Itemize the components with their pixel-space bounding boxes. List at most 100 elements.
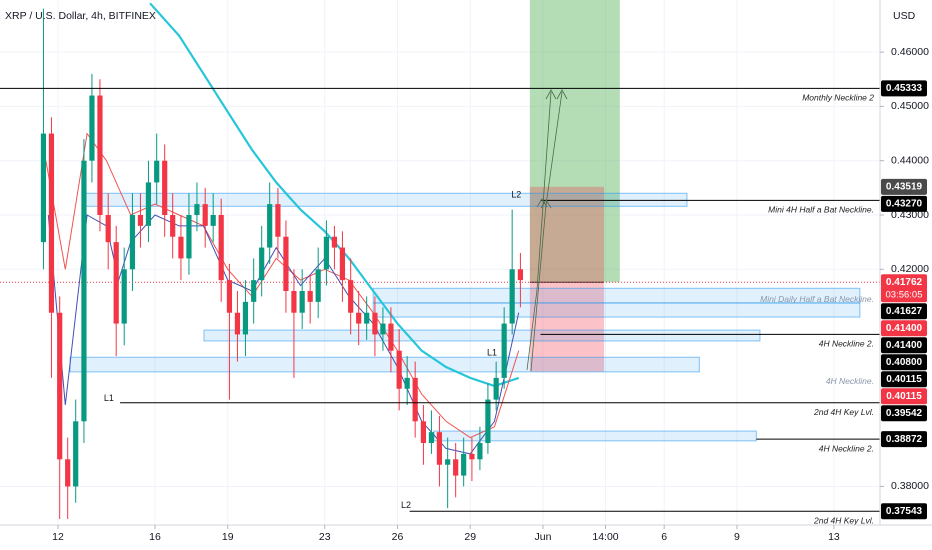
price-label-box: [881, 320, 927, 337]
zone: [203, 329, 761, 342]
y-tick-label: 0.42000: [891, 263, 929, 275]
candle-body: [194, 204, 200, 215]
price-label: 0.40800: [886, 357, 923, 368]
candle-body: [170, 214, 176, 237]
candle-body: [461, 453, 467, 476]
price-label-box: [881, 337, 927, 354]
candle-body: [89, 95, 95, 161]
price-label-box: [881, 80, 927, 97]
candle-body: [339, 247, 346, 281]
price-label-box: [881, 195, 927, 212]
candle-body: [251, 280, 257, 302]
x-tick-label: Jun: [534, 531, 551, 543]
candle-body: [436, 432, 443, 465]
level-label: 4H Neckline.: [826, 376, 874, 386]
candle-body: [129, 214, 136, 270]
y-tick-label: 0.43000: [891, 209, 929, 221]
candle-body: [275, 204, 281, 237]
candle-body: [396, 350, 402, 389]
pattern-marker: L1: [104, 393, 114, 403]
position-box: [529, 186, 605, 372]
candle-body: [210, 214, 216, 226]
candle-body: [291, 291, 297, 313]
price-label-box: [881, 431, 927, 448]
candle-body: [242, 301, 249, 335]
price-label-box: [881, 354, 927, 371]
level-label: Mini Daily Half a Bat Neckline.: [760, 294, 874, 304]
x-tick-label: 9: [734, 531, 740, 543]
candle-body: [356, 312, 362, 324]
zone: [69, 356, 700, 373]
x-tick-label: 26: [392, 531, 404, 543]
moving-average: [45, 132, 520, 439]
x-tick-label: 29: [464, 531, 476, 543]
candle-body: [234, 312, 241, 335]
candle-body: [218, 214, 224, 281]
x-tick-label: 12: [52, 531, 64, 543]
candle-body: [380, 323, 386, 335]
x-tick-label: 14:00: [592, 531, 618, 543]
candle-body: [113, 242, 119, 324]
price-label-box: [881, 178, 927, 195]
candle-body: [105, 214, 111, 243]
position-box: [529, 0, 620, 283]
price-label-box: [881, 405, 927, 422]
candle-body: [283, 236, 289, 292]
pattern-marker: L2: [511, 189, 521, 199]
candle-body: [121, 269, 127, 324]
candle-body: [469, 453, 475, 460]
x-tick-label: 19: [222, 531, 234, 543]
arrowhead: [540, 199, 552, 209]
candle-body: [267, 204, 273, 248]
candle-body: [412, 377, 418, 422]
candle-body: [48, 133, 55, 313]
candle-body: [453, 459, 459, 476]
candle-body: [137, 214, 144, 226]
candle-body: [65, 459, 71, 487]
candle-body: [259, 247, 265, 281]
candle-body: [178, 236, 184, 259]
arrowhead: [545, 89, 557, 100]
price-label: 0.43270: [886, 198, 923, 209]
candle-body: [186, 214, 192, 259]
candle-body: [372, 312, 378, 335]
candle-body: [315, 269, 321, 302]
price-label: 0.40115: [886, 391, 922, 402]
candle-body: [404, 377, 410, 389]
candle-body: [73, 421, 79, 487]
price-label-box: [881, 303, 927, 320]
price-label: 0.39542: [886, 408, 923, 419]
level-label: 4H Neckline 2.: [819, 339, 874, 349]
level-label: Mini 4H Half a Bat Neckline.: [768, 205, 874, 215]
candle-body: [154, 160, 160, 183]
candle-body: [364, 312, 370, 324]
price-label-box: [881, 274, 927, 303]
level-label: Monthly Neckline 2: [802, 93, 874, 103]
y-tick-label: 0.38000: [891, 480, 929, 492]
candle-body: [477, 443, 483, 460]
price-label: 0.43519: [886, 181, 923, 192]
price-label: 0.41400: [886, 340, 923, 351]
x-tick-label: 23: [319, 531, 331, 543]
candle-body: [307, 291, 313, 302]
arrowhead: [556, 89, 568, 100]
price-label: 0.41400: [886, 323, 923, 334]
price-label-box: [881, 371, 927, 388]
level-label: 2nd 4H Key Lvl.: [813, 407, 874, 417]
candle-body: [145, 182, 152, 226]
price-label: 0.45333: [886, 83, 923, 94]
price-label: 0.37543: [886, 506, 923, 517]
arrow: [526, 91, 552, 371]
pattern-marker: L1: [487, 347, 497, 357]
x-tick-label: 16: [149, 531, 161, 543]
candle-body: [445, 459, 451, 465]
zone: [372, 302, 861, 318]
candle-body: [493, 377, 499, 400]
candle-body: [331, 236, 338, 248]
level-label: 2nd 4H Key Lvl.: [813, 516, 874, 526]
candle-body: [517, 269, 524, 281]
candle-body: [509, 269, 515, 324]
currency-label: USD: [893, 10, 916, 22]
y-tick-label: 0.44000: [891, 154, 929, 166]
